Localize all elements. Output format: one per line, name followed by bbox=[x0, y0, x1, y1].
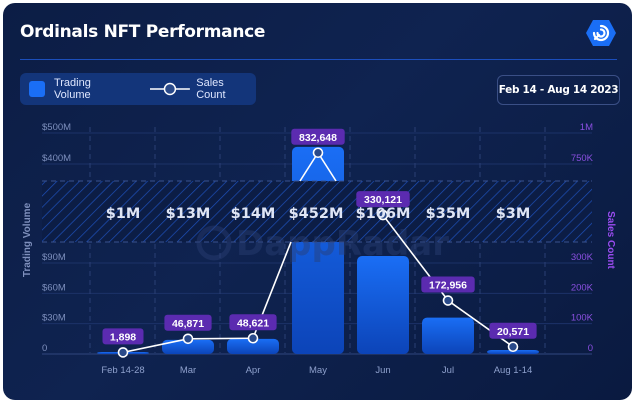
sales-count-point bbox=[442, 295, 454, 306]
point-value-label: 20,571 bbox=[497, 326, 529, 338]
left-axis-tick: $500M bbox=[42, 122, 71, 133]
chart-legend: Trading Volume Sales Count bbox=[20, 73, 256, 105]
left-axis-title: Trading Volume bbox=[22, 202, 33, 277]
point-label-bg bbox=[102, 328, 144, 345]
left-axis-tick: $30M bbox=[42, 313, 66, 324]
line-marker-icon bbox=[150, 82, 191, 96]
bar-trading-volume bbox=[357, 256, 409, 354]
right-axis-tick: 100K bbox=[571, 313, 594, 324]
bar-value-label: $3M bbox=[496, 206, 531, 222]
dappradar-logo-icon[interactable] bbox=[585, 17, 617, 49]
point-label-bg bbox=[164, 314, 212, 331]
date-range-button[interactable]: Feb 14 - Aug 14 2023 bbox=[497, 75, 620, 105]
point-label-bg bbox=[421, 276, 475, 293]
x-axis-tick: Jun bbox=[375, 365, 390, 376]
x-axis-tick: Aug 1-14 bbox=[494, 365, 533, 376]
point-label-bg bbox=[291, 128, 345, 145]
point-value-label: 1,898 bbox=[110, 331, 136, 343]
page-title: Ordinals NFT Performance bbox=[20, 22, 266, 42]
x-axis-tick: Feb 14-28 bbox=[101, 365, 144, 376]
legend-label-sales-count[interactable]: Sales Count bbox=[196, 77, 226, 101]
sales-count-line bbox=[299, 152, 319, 182]
bar-value-label: $1M bbox=[106, 206, 141, 222]
x-axis-tick: Mar bbox=[180, 365, 196, 376]
left-axis-tick: $90M bbox=[42, 252, 66, 263]
bar-swatch-icon bbox=[29, 81, 45, 97]
sales-count-point bbox=[117, 347, 129, 358]
bar-value-label: $106M bbox=[356, 206, 411, 222]
point-value-label: 832,648 bbox=[299, 132, 337, 144]
x-axis-tick: Jul bbox=[442, 365, 454, 376]
right-axis-tick: 1M bbox=[580, 122, 593, 133]
point-label-bg bbox=[489, 322, 537, 339]
sales-count-line bbox=[317, 152, 337, 182]
bar-value-label: $14M bbox=[231, 206, 276, 222]
axis-break-band bbox=[42, 181, 592, 242]
point-value-label: 172,956 bbox=[429, 280, 467, 292]
bar-value-label: $452M bbox=[289, 206, 344, 222]
x-axis-tick: May bbox=[309, 365, 327, 376]
bar-trading-volume bbox=[422, 317, 474, 354]
watermark-logo-icon bbox=[196, 225, 232, 261]
sales-count-point bbox=[247, 332, 259, 344]
point-value-label: 48,621 bbox=[237, 317, 269, 329]
right-axis-tick: 0 bbox=[588, 343, 593, 354]
right-axis-tick: 750K bbox=[571, 153, 594, 164]
point-value-label: 330,121 bbox=[364, 194, 402, 206]
legend-label-trading-volume[interactable]: Trading Volume bbox=[53, 77, 91, 101]
left-axis-tick: 0 bbox=[42, 343, 47, 354]
right-axis-title: Sales Count bbox=[605, 211, 616, 269]
watermark-text: DappRadar bbox=[236, 224, 449, 264]
bar-trading-volume bbox=[162, 339, 214, 354]
sales-count-point bbox=[312, 147, 324, 159]
header-divider bbox=[20, 59, 617, 60]
bar-value-label: $35M bbox=[426, 206, 471, 222]
point-label-bg bbox=[229, 314, 277, 331]
sales-count-point bbox=[377, 209, 389, 221]
left-axis-tick: $400M bbox=[42, 153, 71, 164]
x-axis-tick: Apr bbox=[246, 365, 261, 376]
point-label-bg bbox=[356, 191, 410, 208]
bar-value-label: $13M bbox=[166, 206, 211, 222]
bar-trading-volume bbox=[227, 338, 279, 354]
point-value-label: 46,871 bbox=[172, 318, 204, 330]
sales-count-point bbox=[182, 333, 194, 345]
right-axis-tick: 300K bbox=[571, 252, 594, 263]
right-axis-tick: 200K bbox=[571, 282, 594, 293]
sales-count-point bbox=[507, 341, 519, 353]
left-axis-tick: $60M bbox=[42, 282, 66, 293]
